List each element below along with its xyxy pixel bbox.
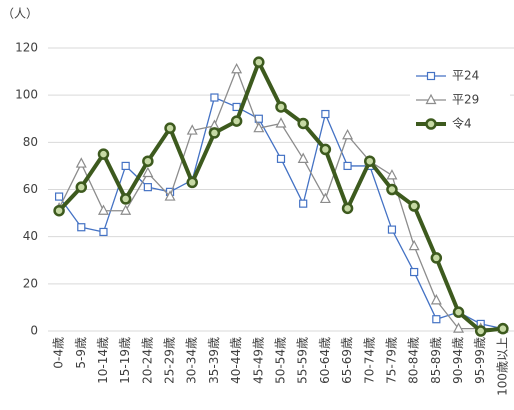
marker <box>230 115 243 127</box>
x-tick-label: 0-4歳 <box>52 337 66 369</box>
marker <box>410 267 419 277</box>
marker <box>299 199 308 208</box>
marker <box>143 183 152 192</box>
x-tick-label: 75-79歳 <box>384 337 398 384</box>
marker <box>408 200 420 212</box>
y-tick-label: 100 <box>15 88 38 102</box>
marker <box>297 152 309 163</box>
x-tick-label: 100歳以上 <box>495 337 509 396</box>
marker <box>120 204 132 215</box>
marker <box>275 101 287 113</box>
marker <box>97 148 110 160</box>
x-tick-label: 20-24歳 <box>140 337 154 384</box>
marker <box>364 155 376 167</box>
marker <box>142 155 154 167</box>
marker <box>341 202 354 215</box>
marker <box>54 192 64 201</box>
marker <box>77 223 86 232</box>
marker <box>343 161 352 171</box>
y-tick-label: 40 <box>23 229 38 243</box>
marker <box>275 117 287 128</box>
marker <box>99 227 108 237</box>
x-tick-label: 35-39歳 <box>207 337 221 384</box>
y-tick-label: 0 <box>30 324 38 338</box>
x-tick-label: 25-29歳 <box>163 337 177 384</box>
x-tick-label: 90-94歳 <box>451 337 465 384</box>
marker <box>253 121 265 133</box>
marker <box>319 143 332 156</box>
legend-marker <box>426 71 436 81</box>
x-tick-label: 80-84歳 <box>407 337 421 384</box>
marker <box>75 157 87 168</box>
x-tick-label: 60-64歳 <box>318 337 332 384</box>
marker <box>276 154 286 163</box>
x-tick-label: 10-14歳 <box>96 337 110 384</box>
marker <box>342 128 354 140</box>
marker <box>208 127 221 139</box>
marker <box>321 109 330 119</box>
marker <box>164 122 176 134</box>
marker <box>142 166 154 178</box>
legend-label: 平24 <box>452 69 479 83</box>
x-tick-label: 85-89歳 <box>429 337 443 384</box>
legend-label: 平29 <box>452 93 479 107</box>
y-tick-label: 20 <box>23 276 38 290</box>
x-tick-label: 5-9歳 <box>74 337 88 369</box>
x-tick-label: 65-69歳 <box>340 337 354 384</box>
marker <box>430 294 442 305</box>
marker <box>75 181 88 193</box>
x-tick-label: 55-59歳 <box>296 337 310 384</box>
x-tick-label: 15-19歳 <box>118 337 132 384</box>
x-tick-label: 45-49歳 <box>251 337 265 384</box>
y-tick-label: 60 <box>23 182 38 196</box>
marker <box>386 169 398 180</box>
marker <box>119 193 132 205</box>
marker <box>319 192 331 204</box>
x-tick-label: 50-54歳 <box>274 337 288 384</box>
y-tick-label: 80 <box>23 135 38 149</box>
marker <box>452 306 465 318</box>
legend-marker <box>425 93 437 105</box>
x-tick-label: 70-74歳 <box>362 337 376 384</box>
marker <box>186 124 198 135</box>
unit-label: （人） <box>2 7 38 21</box>
marker <box>186 176 198 189</box>
legend-label: 令4 <box>452 116 472 131</box>
marker <box>121 161 130 171</box>
marker <box>430 252 443 264</box>
legend-marker <box>425 118 437 130</box>
marker <box>432 315 441 324</box>
marker <box>164 190 176 201</box>
marker <box>387 225 397 234</box>
marker <box>210 93 219 102</box>
x-tick-label: 40-44歳 <box>229 337 243 384</box>
marker <box>474 325 487 337</box>
marker <box>231 62 243 74</box>
marker <box>386 183 398 196</box>
marker <box>53 204 65 217</box>
y-tick-label: 120 <box>15 41 38 55</box>
marker <box>253 56 265 68</box>
marker <box>297 117 309 130</box>
marker <box>408 239 420 251</box>
marker <box>97 204 109 215</box>
marker <box>453 322 465 333</box>
x-tick-label: 30-34歳 <box>185 337 199 384</box>
marker <box>497 322 509 335</box>
x-tick-label: 95-99歳 <box>473 337 487 384</box>
